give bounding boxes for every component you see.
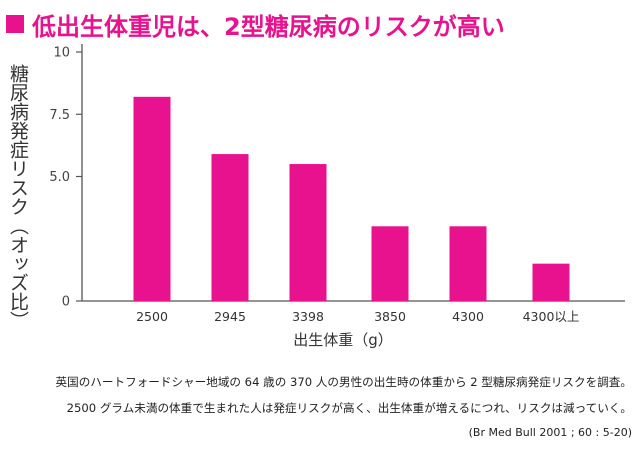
x-tick-label: 2945: [214, 309, 246, 324]
bar: [133, 96, 171, 301]
y-tick-label: 0: [62, 295, 70, 310]
bar: [532, 263, 570, 301]
bar: [289, 164, 327, 301]
bar: [371, 226, 409, 301]
x-tick-label: 3850: [374, 309, 406, 324]
bar: [449, 226, 487, 301]
bar-chart: 0 5.0 7.5 10 2500 2945 3398 3850 4300 4300以上出生体重（…: [49, 44, 625, 349]
y-tick-label: 5.0: [49, 170, 70, 185]
y-axis-label: 糖尿病発症リスク（オッズ比）: [7, 64, 29, 330]
x-tick-label: 2500: [136, 309, 168, 324]
y-tick-label: 7.5: [49, 108, 70, 123]
x-tick-label: 4300以上: [523, 309, 580, 324]
title-square-bullet: [6, 15, 24, 33]
x-tick-label: 3398: [292, 309, 324, 324]
x-tick-label: 4300: [452, 309, 484, 324]
y-tick-label: 10: [53, 46, 70, 61]
x-axis-label: 出生体重（g）: [293, 331, 393, 349]
bar: [211, 154, 249, 301]
caption-line-2: 2500 グラム未満の体重で生まれた人は発症リスクが高く、出生体重が増えるにつれ…: [66, 401, 632, 415]
title-row: 低出生体重児は、2型糖尿病のリスクが高い: [6, 4, 505, 44]
caption-line-1: 英国のハートフォードシャー地域の 64 歳の 370 人の男性の出生時の体重から…: [55, 375, 633, 389]
caption-source: (Br Med Bull 2001 ; 60 : 5-20): [468, 426, 632, 439]
chart-title: 低出生体重児は、2型糖尿病のリスクが高い: [32, 12, 505, 41]
